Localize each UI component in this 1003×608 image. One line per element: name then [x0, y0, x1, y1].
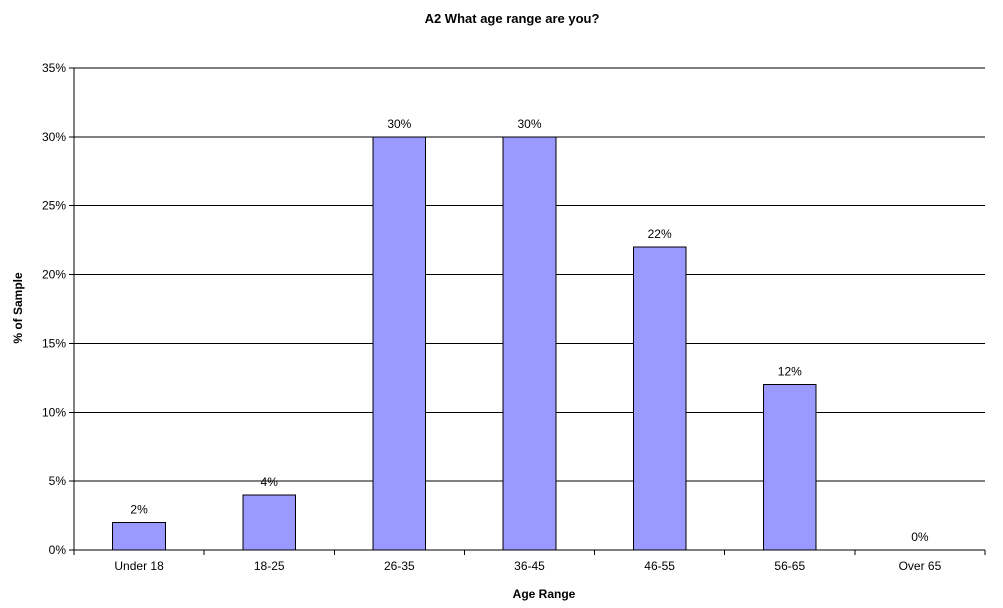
- chart-title: A2 What age range are you?: [425, 11, 600, 26]
- x-tick-label: 26-35: [384, 559, 415, 573]
- y-tick-label: 35%: [42, 61, 66, 75]
- bar: [632, 246, 687, 551]
- y-tick-label: 25%: [42, 199, 66, 213]
- x-tick-label: 46-55: [644, 559, 675, 573]
- data-labels: 2% 4% 30% 30% 22% 12% 0%: [130, 117, 929, 544]
- x-tick-label: 18-25: [254, 559, 285, 573]
- x-axis-title: Age Range: [513, 587, 576, 601]
- x-tick-label: 56-65: [774, 559, 805, 573]
- y-tick-label: 5%: [49, 474, 67, 488]
- x-tick-label: Over 65: [899, 559, 942, 573]
- y-tick-labels: 0% 5% 10% 15% 20% 25% 30% 35%: [42, 61, 66, 557]
- y-tick-label: 0%: [49, 543, 67, 557]
- y-tick-label: 10%: [42, 405, 66, 419]
- axes: [69, 67, 986, 555]
- y-tick-label: 20%: [42, 268, 66, 282]
- y-tick-label: 15%: [42, 336, 66, 350]
- data-label: 22%: [648, 227, 672, 241]
- x-tick-label: Under 18: [114, 559, 164, 573]
- x-tick-labels: Under 18 18-25 26-35 36-45 46-55 56-65 Over 65: [114, 559, 941, 573]
- y-axis-title: % of Sample: [11, 272, 25, 344]
- bars: [112, 136, 817, 551]
- data-label: 4%: [261, 475, 279, 489]
- data-label: 12%: [778, 365, 802, 379]
- y-tick-label: 30%: [42, 130, 66, 144]
- bar: [372, 136, 427, 551]
- x-tick-label: 36-45: [514, 559, 545, 573]
- data-label: 30%: [517, 117, 541, 131]
- data-label: 30%: [387, 117, 411, 131]
- bar: [242, 494, 297, 551]
- bar: [762, 384, 817, 551]
- data-label: 0%: [911, 530, 929, 544]
- data-label: 2%: [130, 502, 148, 516]
- bar: [502, 136, 557, 551]
- bar: [112, 521, 166, 551]
